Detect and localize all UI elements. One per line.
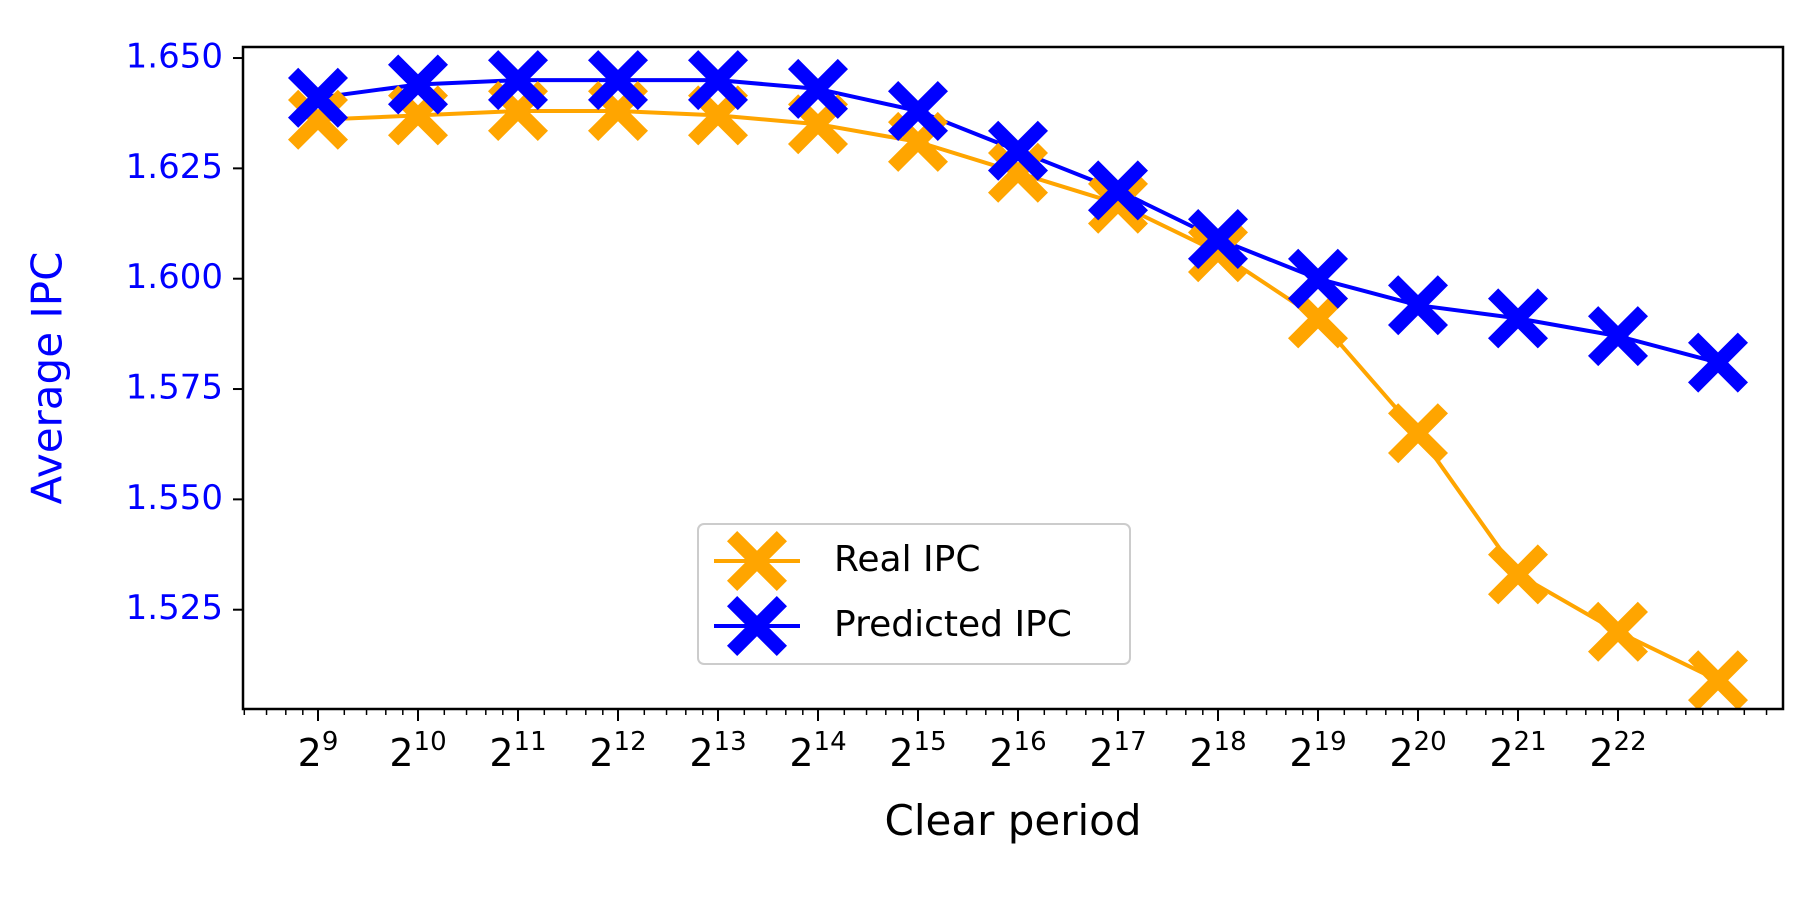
x-tick-label: 211 [489, 727, 546, 775]
data-point-predicted-ipc [1288, 248, 1348, 309]
data-point-predicted-ipc [1488, 288, 1548, 349]
y-tick-label: 1.650 [126, 37, 223, 77]
data-point-real-ipc [1588, 601, 1648, 662]
legend-marker [727, 531, 787, 591]
data-point-predicted-ipc [988, 120, 1048, 181]
plot-area [288, 50, 1748, 709]
x-tick-label: 216 [989, 727, 1046, 775]
x-tick-label: 221 [1489, 727, 1546, 775]
x-axis-label: Clear period [885, 796, 1142, 845]
series-group [288, 50, 1748, 709]
data-point-predicted-ipc [688, 50, 748, 111]
legend-label: Real IPC [834, 539, 981, 580]
data-point-real-ipc [1688, 650, 1748, 709]
y-tick-label: 1.575 [126, 368, 223, 408]
y-tick-label: 1.600 [126, 257, 223, 297]
x-tick-label: 220 [1389, 727, 1446, 775]
x-tick-label: 214 [789, 727, 846, 775]
data-point-real-ipc [1488, 544, 1548, 605]
x-tick-label: 213 [689, 727, 746, 775]
x-tick-label: 210 [389, 727, 446, 775]
data-point-predicted-ipc [888, 81, 948, 141]
x-tick-label: 222 [1589, 727, 1646, 775]
data-point-predicted-ipc [1088, 160, 1148, 221]
x-tick-label: 219 [1289, 727, 1346, 775]
x-tick-label: 212 [589, 727, 646, 775]
plot-frame [241, 45, 1785, 711]
data-point-predicted-ipc [1388, 275, 1448, 336]
x-tick-label: 218 [1189, 727, 1246, 775]
x-tick-label: 217 [1089, 727, 1146, 775]
data-point-predicted-ipc [788, 58, 848, 119]
data-point-predicted-ipc [1188, 209, 1248, 269]
axes: 1.650 1.625 1.600 1.575 1.550 1.525 29 210 211 21… [126, 37, 1785, 775]
data-point-predicted-ipc [288, 67, 348, 128]
data-point-real-ipc [1188, 222, 1248, 283]
data-point-real-ipc [1088, 173, 1148, 234]
legend-marker [727, 596, 787, 656]
data-point-predicted-ipc [588, 50, 648, 111]
x-tick-label: 215 [889, 727, 946, 775]
x-tick-label: 29 [298, 727, 339, 775]
y-axis-label: Average IPC [23, 252, 72, 505]
legend: Real IPC Predicted IPC [697, 523, 1131, 665]
y-tick-label: 1.550 [126, 478, 223, 518]
data-point-predicted-ipc [388, 54, 448, 115]
y-tick-label: 1.625 [126, 147, 223, 187]
legend-label: Predicted IPC [834, 604, 1072, 645]
data-point-predicted-ipc [488, 50, 548, 111]
y-tick-label: 1.525 [126, 588, 223, 628]
data-point-predicted-ipc [1688, 332, 1748, 393]
data-point-predicted-ipc [1588, 306, 1648, 367]
legend-box [697, 523, 1131, 665]
data-point-real-ipc [1388, 403, 1448, 464]
